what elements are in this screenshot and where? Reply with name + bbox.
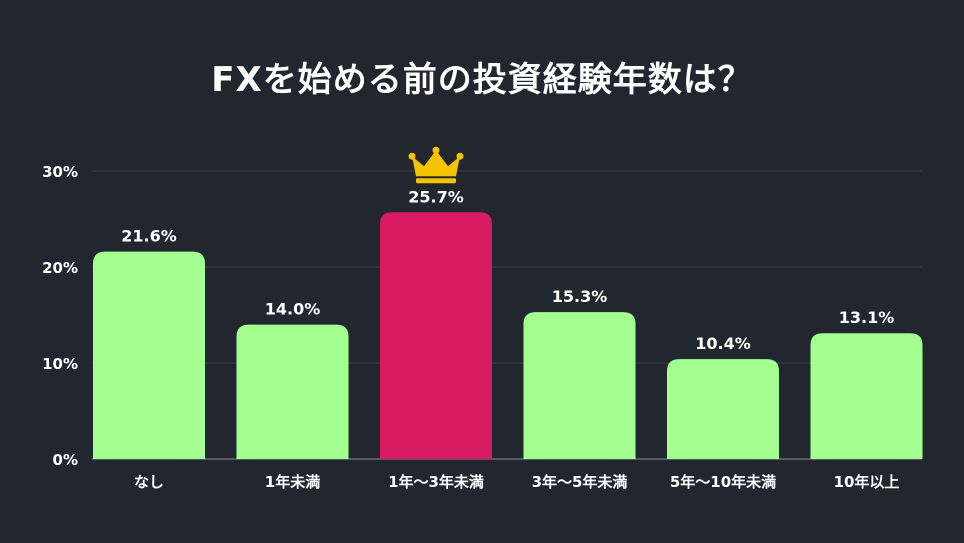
x-tick-label: 3年〜5年未満 [532,473,628,491]
data-label: 10.4% [695,334,751,353]
chart-title: FXを始める前の投資経験年数は？ [211,60,753,100]
x-tick-label: 1年〜3年未満 [388,473,484,491]
crown-icon [408,146,464,184]
crown-shape [412,150,460,177]
bar [236,324,349,459]
x-tick-label: 1年未満 [265,473,320,491]
crown-jewel [408,152,416,160]
y-tick-label: 30% [42,163,78,181]
data-label: 13.1% [839,308,895,327]
data-label: 21.6% [121,227,177,246]
y-tick-label: 10% [42,355,78,373]
y-tick-label: 0% [53,451,78,469]
crown-jewel [456,152,464,160]
bar [523,312,636,459]
y-tick-label: 20% [42,259,78,277]
crown-jewel [432,146,440,154]
bar [667,359,779,459]
data-label: 15.3% [552,287,608,306]
data-label: 25.7% [408,187,464,206]
data-label: 14.0% [265,300,321,319]
x-tick-label: なし [134,473,164,491]
x-tick-label: 5年〜10年未満 [670,473,776,491]
bar [810,333,923,459]
bar [93,251,205,459]
x-tick-label: 10年以上 [834,473,900,491]
crown-base [416,178,456,184]
bar [380,212,492,459]
